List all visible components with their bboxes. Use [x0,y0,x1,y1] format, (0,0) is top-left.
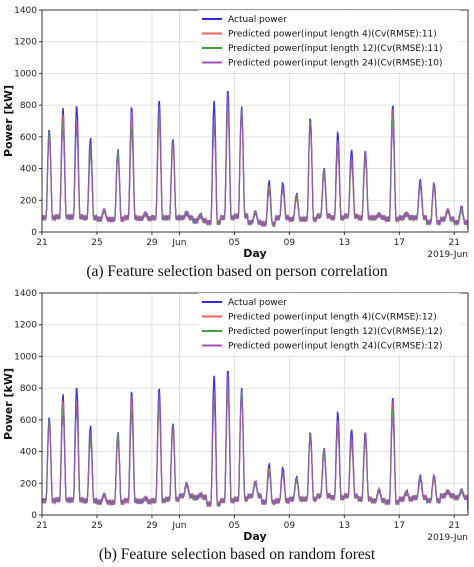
chart-a: 0 200 400 600 800 1000 1200 1400 21 25 29 Jun 05 09 13… [0,0,474,262]
y-tick-label: 1400 [14,6,37,16]
series-line-actual [41,90,469,229]
chart-a-svg: 0 200 400 600 800 1000 1200 1400 21 25 29 Jun 05 09 13… [2,6,469,260]
x-tick-label: 25 [91,238,102,248]
chart-b: 0 200 400 600 800 1000 1200 1400 21 25 29 Jun 05 09 13… [0,283,474,545]
y-tick-label: 400 [20,165,37,175]
legend-box [198,10,460,72]
chart-b-svg: 0 200 400 600 800 1000 1200 1400 21 25 29 Jun 05 09 13… [2,289,469,543]
legend-entry: Predicted power(input length 12)(Cv(RMSE… [228,327,443,337]
y-tick-label: 0 [31,511,37,521]
x-tick-label: 17 [394,238,405,248]
x-tick-label: 25 [91,521,102,531]
legend-entry: Predicted power(input length 4)(Cv(RMSE)… [228,30,437,40]
y-tick-label: 1200 [14,321,37,331]
x-tick-label: 05 [229,521,240,531]
legend-entry: Predicted power(input length 12)(Cv(RMSE… [228,44,443,54]
legend-entry: Predicted power(input length 24)(Cv(RMSE… [228,342,443,352]
x-tick-label: 29 [146,521,158,531]
series-lines [41,90,469,229]
legend: Actual power Predicted power(input length… [198,10,460,72]
x-tick-label: 17 [394,521,405,531]
x-tick-label: 05 [229,238,240,248]
legend-box [198,293,460,355]
series-line-pred-24 [41,373,469,511]
y-tick-label: 1000 [14,69,37,79]
y-tick-label: 1000 [14,352,37,362]
grid [41,9,468,233]
x-tick-label: 13 [339,521,350,531]
series-lines [41,370,469,511]
y-tick-label: 0 [31,228,37,238]
legend-entry: Actual power [228,298,287,308]
legend-entry: Predicted power(input length 4)(Cv(RMSE)… [228,313,437,323]
legend-entry: Actual power [228,15,287,25]
y-tick-label: 600 [20,416,37,426]
x-tick-label: 13 [339,238,350,248]
x-tick-label: 09 [284,521,296,531]
y-tick-label: 1200 [14,38,37,48]
y-tick-label: 1400 [14,289,37,299]
series-line-pred-24 [41,93,469,229]
x-axis-label: Day [243,530,266,543]
y-tick-label: 200 [20,196,37,206]
series-line-pred-12 [41,103,469,229]
legend: Actual power Predicted power(input length… [198,293,460,355]
x-tick-label: 21 [449,238,460,248]
legend-entry: Predicted power(input length 24)(Cv(RMSE… [228,59,443,69]
x-tick-label: 21 [36,521,47,531]
y-tick-label: 800 [20,101,37,111]
series-line-actual [41,370,469,511]
x-offset-label: 2019-Jun [427,250,468,260]
y-tick-label: 400 [20,448,37,458]
x-tick-label: 21 [36,238,47,248]
caption-b: (b) Feature selection based on random fo… [98,546,376,563]
x-tick-label: 21 [449,521,460,531]
y-axis-label: Power [kW] [2,368,15,440]
y-tick-label: 600 [20,133,37,143]
x-tick-label: 29 [146,238,158,248]
y-axis-label: Power [kW] [2,85,15,157]
series-line-pred-12 [41,383,469,511]
x-tick-label: Jun [171,238,186,248]
y-tick-label: 200 [20,479,37,489]
y-tick-label: 800 [20,384,37,394]
caption-a: (a) Feature selection based on person co… [86,263,388,280]
x-tick-label: 09 [284,238,296,248]
x-tick-label: Jun [171,521,186,531]
x-axis-label: Day [243,247,266,260]
x-offset-label: 2019-Jun [427,533,468,543]
